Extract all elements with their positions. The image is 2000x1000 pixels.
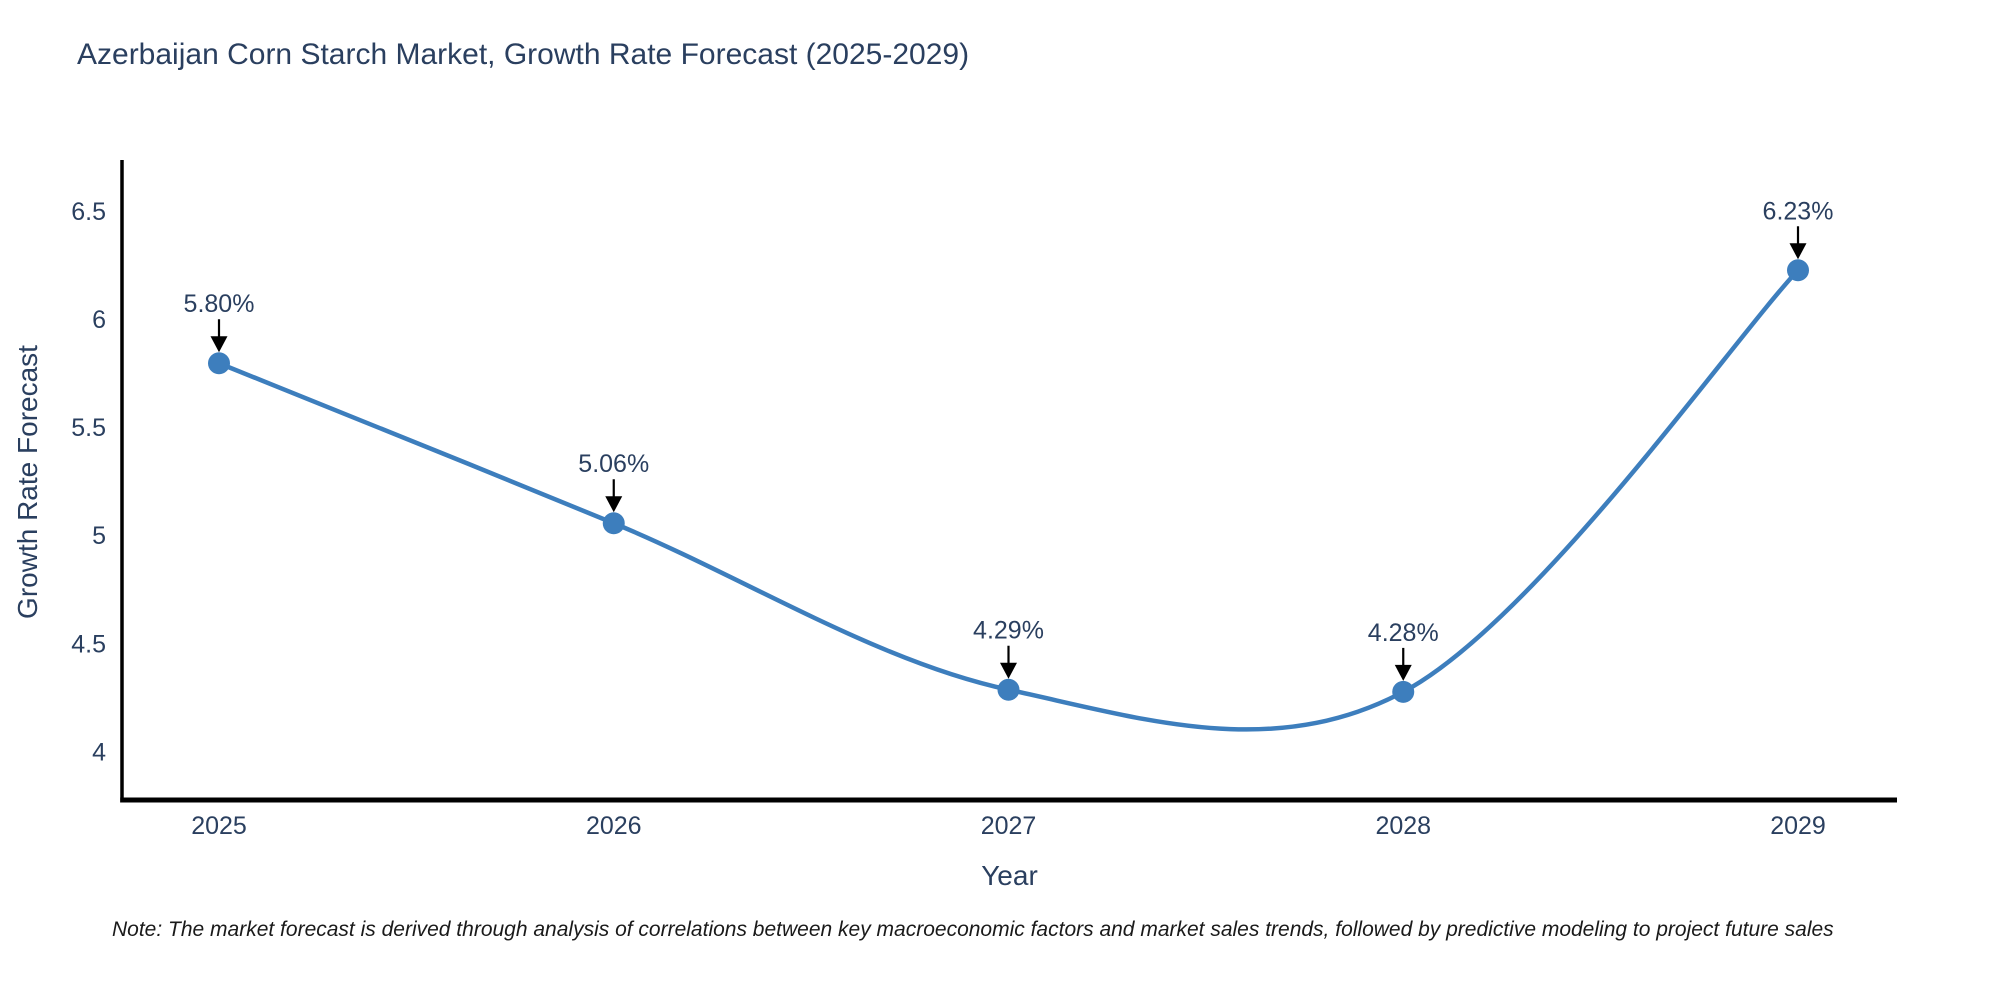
x-tick-label: 2029 [1770, 812, 1826, 840]
annotation-arrowhead [210, 336, 228, 353]
y-tick-label: 6 [92, 306, 106, 334]
x-tick-label: 2028 [1375, 812, 1431, 840]
y-tick-label: 6.5 [71, 198, 106, 226]
data-point-marker [1392, 680, 1415, 703]
forecast-line [218, 268, 1800, 732]
x-tick-label: 2025 [191, 812, 247, 840]
y-tick-label: 4.5 [71, 630, 106, 658]
data-point-marker [997, 678, 1020, 701]
annotation-label: 4.29% [973, 617, 1044, 645]
x-tick-label: 2026 [586, 812, 642, 840]
data-point-marker [1787, 259, 1809, 282]
annotation-label: 5.06% [578, 450, 649, 478]
annotation-label: 4.28% [1368, 619, 1439, 647]
chart-title: Azerbaijan Corn Starch Market, Growth Ra… [77, 38, 970, 71]
annotation-label: 5.80% [184, 290, 255, 318]
annotation-arrowhead [1000, 662, 1017, 679]
annotation-arrowhead [605, 496, 623, 513]
y-tick-label: 5 [92, 522, 106, 550]
annotation-label: 6.23% [1763, 197, 1834, 225]
y-tick-label: 5.5 [71, 414, 106, 442]
x-tick-label: 2027 [981, 812, 1037, 840]
y-tick-label: 4 [92, 738, 106, 766]
x-axis-title: Year [981, 860, 1038, 891]
data-point-marker [602, 512, 625, 535]
annotation-arrowhead [1394, 664, 1412, 681]
data-point-marker [208, 352, 230, 375]
chart-note: Note: The market forecast is derived thr… [112, 918, 1834, 941]
annotation-arrowhead [1789, 243, 1807, 260]
